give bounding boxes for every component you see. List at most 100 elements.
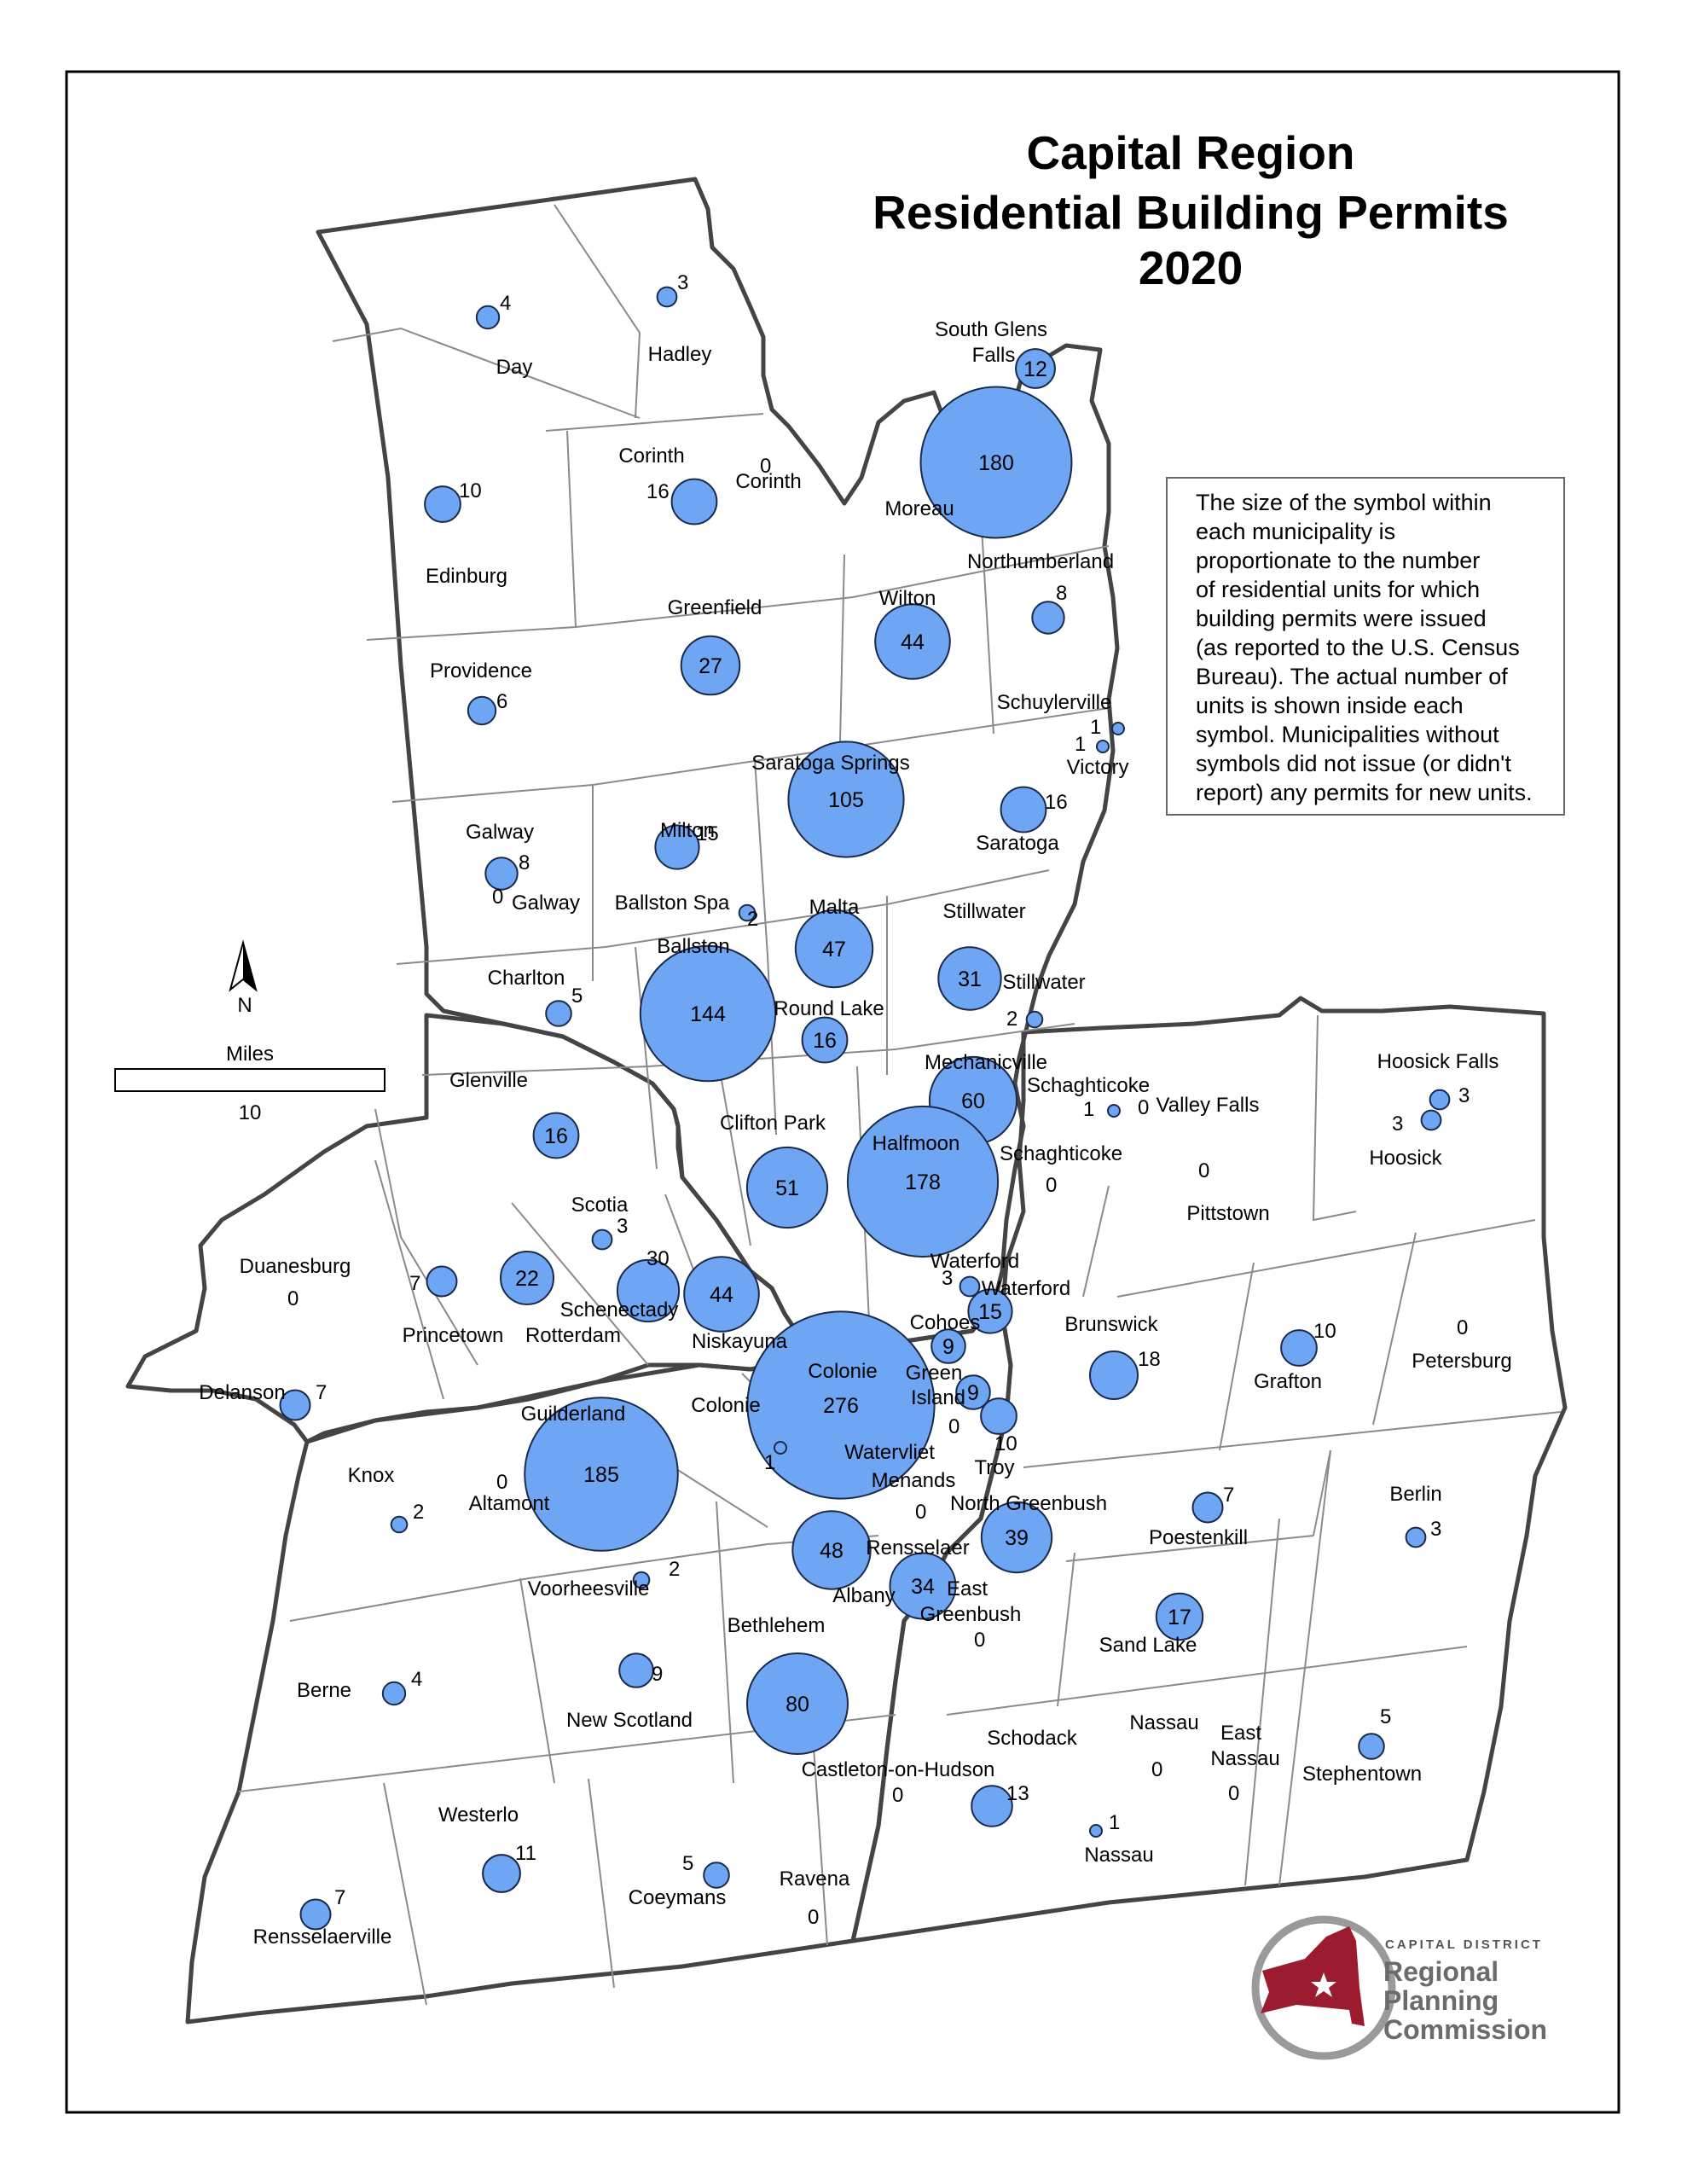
value-princetown: 7: [409, 1272, 420, 1295]
label-scotia: Scotia: [571, 1194, 629, 1217]
scale-bar: Miles 10: [114, 1043, 386, 1124]
value-rensselaerville: 7: [334, 1886, 345, 1909]
symbol-albany: [791, 1510, 872, 1590]
label-guilderland: Guilderland: [521, 1403, 626, 1426]
value-galway-town: 8: [519, 851, 530, 874]
label-nassau-village: Nassau: [1084, 1844, 1153, 1867]
symbol-ballston: [639, 944, 777, 1083]
municipal-boundaries: [238, 204, 1562, 2006]
label-malta: Malta: [809, 896, 860, 919]
legend-line: units is shown inside each: [1196, 693, 1464, 718]
symbol-niskayuna: [683, 1256, 760, 1333]
value-duanesburg: 0: [287, 1287, 299, 1310]
value-waterford-town: 15: [978, 1300, 1002, 1324]
symbol-schuylerville: [1111, 722, 1125, 735]
symbol-sand-lake: [1155, 1592, 1204, 1641]
label-stillwater-town: Stillwater: [942, 900, 1025, 923]
value-castleton: 0: [892, 1784, 903, 1807]
north-arrow-icon: N: [229, 939, 258, 1017]
value-east-nassau: 0: [1228, 1782, 1239, 1805]
symbol-wilton: [874, 603, 951, 680]
label-berlin: Berlin: [1389, 1483, 1441, 1506]
value-edinburg: 10: [459, 479, 482, 502]
new-york-state-icon: [1261, 1926, 1365, 2026]
symbol-stephentown: [1358, 1733, 1385, 1760]
value-victory: 1: [1075, 733, 1086, 756]
value-troy: 10: [994, 1432, 1017, 1455]
symbol-clifton-park: [745, 1146, 829, 1229]
value-stillwater-village: 2: [1006, 1008, 1017, 1031]
label-clifton-park: Clifton Park: [720, 1112, 826, 1135]
value-halfmoon: 178: [905, 1170, 941, 1194]
label-hadley: Hadley: [648, 343, 712, 366]
value-grafton: 10: [1313, 1320, 1336, 1343]
value-altamont: 0: [496, 1471, 507, 1494]
label-ballston-spa: Ballston Spa: [615, 892, 730, 915]
symbol-waterford-village: [959, 1275, 981, 1298]
symbol-halfmoon: [846, 1105, 1000, 1258]
label-schaghticoke-town: Schaghticoke: [1000, 1142, 1122, 1165]
value-greenfield: 27: [699, 654, 722, 678]
label-waterford-village: Waterford: [930, 1250, 1019, 1273]
value-pittstown: 0: [1198, 1159, 1209, 1182]
symbol-charlton: [545, 1000, 572, 1027]
label-providence: Providence: [430, 659, 532, 682]
label-galway-town: Galway: [466, 821, 534, 844]
label-corinth-town: Corinth: [618, 444, 684, 468]
label-westerlo: Westerlo: [438, 1804, 519, 1827]
value-waterford-village: 3: [942, 1267, 953, 1290]
value-berlin: 3: [1430, 1518, 1441, 1541]
value-nassau-town: 0: [1151, 1758, 1162, 1781]
label-east-greenbush: Greenbush: [920, 1603, 1022, 1626]
value-corinth-town: 16: [646, 480, 670, 503]
label-east-nassau: Nassau: [1210, 1747, 1279, 1770]
value-poestenkill: 7: [1223, 1484, 1234, 1507]
legend-line: report) any permits for new units.: [1196, 780, 1533, 805]
symbol-bethlehem: [746, 1653, 849, 1755]
symbol-schaghticoke-village: [1107, 1104, 1121, 1118]
value-south-glens-falls: 12: [1023, 357, 1047, 381]
label-stillwater-village: Stillwater: [1002, 971, 1085, 994]
label-glenville: Glenville: [449, 1069, 528, 1092]
value-hoosick-falls: 3: [1458, 1084, 1470, 1107]
label-colonie-village: Colonie: [691, 1394, 760, 1417]
value-colonie-village: 1: [764, 1451, 775, 1474]
label-berne: Berne: [297, 1679, 351, 1702]
label-watervliet: Watervliet: [844, 1441, 935, 1464]
label-sand-lake: Sand Lake: [1099, 1634, 1197, 1657]
symbol-scotia: [591, 1228, 613, 1251]
value-round-lake: 16: [813, 1029, 837, 1053]
symbol-berlin: [1405, 1526, 1427, 1548]
value-schodack: 13: [1006, 1782, 1029, 1805]
label-halfmoon: Halfmoon: [872, 1132, 960, 1155]
symbol-rensselaer: [889, 1552, 957, 1620]
label-altamont: Altamont: [469, 1492, 550, 1515]
legend-line: Bureau). The actual number of: [1196, 664, 1508, 689]
label-schuylerville: Schuylerville: [997, 691, 1112, 714]
legend-line: The size of the symbol within: [1196, 490, 1492, 515]
label-duanesburg: Duanesburg: [240, 1255, 351, 1278]
value-berne: 4: [411, 1668, 422, 1691]
symbol-round-lake: [801, 1016, 849, 1064]
value-green-island: 9: [967, 1381, 979, 1405]
label-poestenkill: Poestenkill: [1149, 1526, 1248, 1549]
value-watervliet: 0: [948, 1415, 959, 1438]
label-delanson: Delanson: [199, 1381, 285, 1404]
symbol-cohoes: [930, 1328, 966, 1364]
symbol-saratoga: [1000, 786, 1047, 834]
logo-line: Regional: [1383, 1956, 1499, 1987]
legend-line: (as reported to the U.S. Census: [1196, 635, 1520, 660]
symbol-saratoga-springs: [787, 741, 905, 858]
value-charlton: 5: [571, 985, 583, 1008]
label-victory: Victory: [1067, 756, 1129, 779]
label-grafton: Grafton: [1254, 1370, 1322, 1393]
value-stephentown: 5: [1380, 1705, 1391, 1728]
label-saratoga: Saratoga: [976, 832, 1059, 855]
value-sand-lake: 17: [1168, 1606, 1191, 1629]
symbol-providence: [467, 695, 497, 726]
symbol-guilderland: [524, 1397, 679, 1552]
legend-line: symbol. Municipalities without: [1196, 722, 1499, 747]
symbol-voorheesville: [632, 1571, 651, 1589]
symbol-galway-town: [484, 857, 519, 891]
label-schaghticoke-village: Schaghticoke: [1027, 1074, 1150, 1097]
